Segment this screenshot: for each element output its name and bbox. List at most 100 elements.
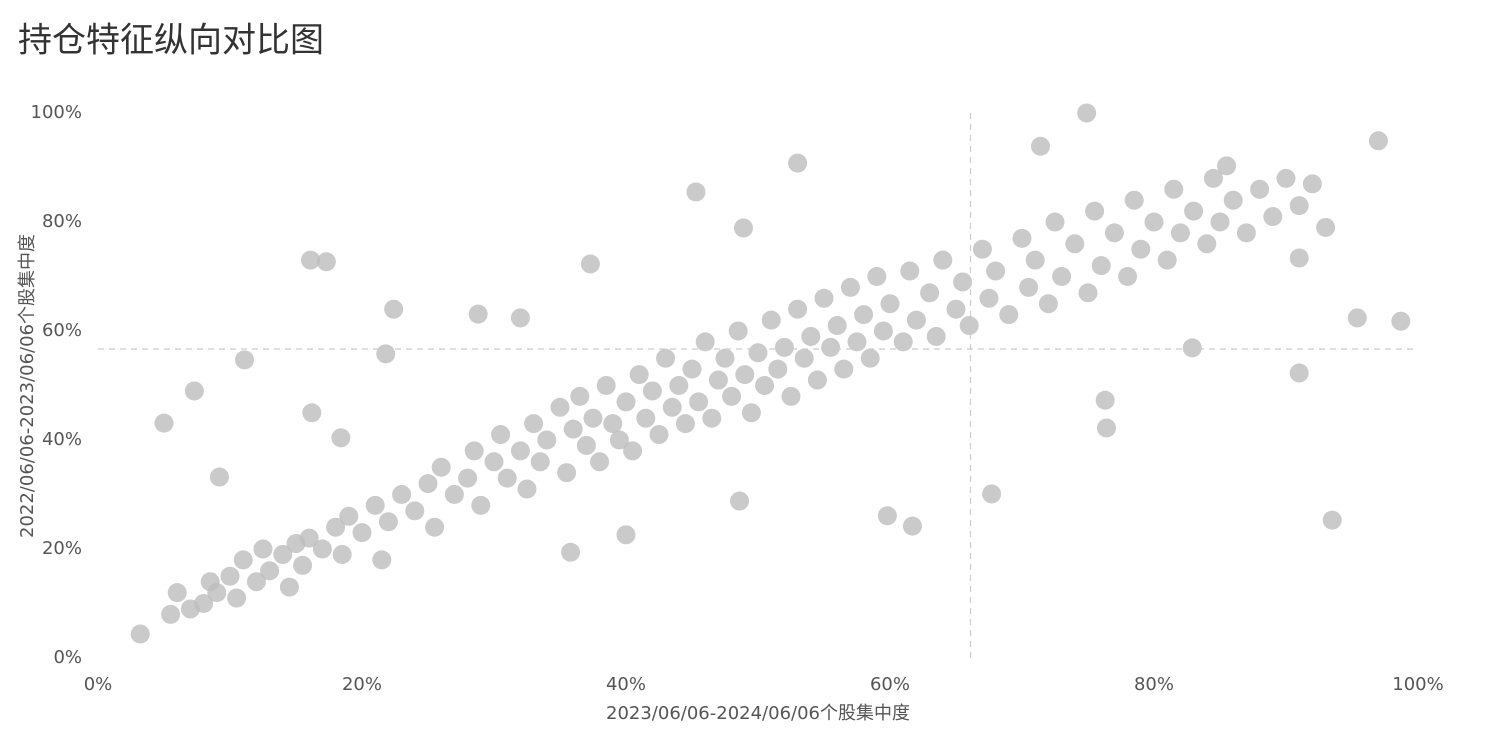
scatter-point bbox=[273, 544, 293, 564]
scatter-point bbox=[154, 413, 174, 433]
scatter-point bbox=[642, 381, 662, 401]
scatter-point bbox=[827, 316, 847, 336]
scatter-point bbox=[906, 310, 926, 330]
scatter-point bbox=[629, 365, 649, 385]
y-tick-label: 100% bbox=[31, 102, 82, 123]
scatter-point bbox=[1217, 156, 1237, 176]
scatter-point bbox=[840, 277, 860, 297]
scatter-point bbox=[1276, 168, 1296, 188]
scatter-point bbox=[1203, 168, 1223, 188]
scatter-point bbox=[233, 550, 253, 570]
scatter-point bbox=[986, 261, 1006, 281]
scatter-point bbox=[877, 506, 897, 526]
scatter-point bbox=[471, 495, 491, 515]
scatter-point bbox=[1104, 223, 1124, 243]
x-tick-label: 20% bbox=[342, 674, 382, 695]
scatter-point bbox=[1118, 267, 1138, 286]
scatter-point bbox=[161, 604, 181, 624]
scatter-point bbox=[1236, 223, 1256, 243]
scatter-point bbox=[609, 430, 629, 450]
scatter-point bbox=[1289, 363, 1309, 383]
scatter-point bbox=[807, 370, 827, 390]
scatter-point bbox=[728, 321, 748, 341]
scatter-point bbox=[616, 392, 636, 412]
scatter-point bbox=[926, 326, 946, 346]
x-tick-label: 0% bbox=[84, 674, 113, 695]
scatter-point bbox=[1263, 207, 1283, 227]
x-tick-label: 60% bbox=[870, 674, 910, 695]
scatter-point bbox=[1316, 217, 1336, 237]
scatter-point bbox=[596, 376, 616, 395]
scatter-point bbox=[1078, 283, 1098, 303]
scatter-point bbox=[933, 250, 953, 270]
scatter-point bbox=[1184, 201, 1204, 221]
scatter-point bbox=[570, 386, 590, 406]
scatter-point bbox=[623, 441, 643, 461]
scatter-point bbox=[431, 457, 451, 477]
scatter-point bbox=[1144, 212, 1164, 232]
scatter-point bbox=[517, 479, 537, 499]
scatter-point bbox=[1164, 179, 1184, 199]
scatter-point bbox=[1182, 338, 1202, 358]
scatter-point bbox=[1045, 212, 1065, 232]
scatter-point bbox=[316, 252, 336, 272]
scatter-point bbox=[537, 430, 557, 450]
scatter-point bbox=[392, 485, 412, 504]
scatter-point bbox=[418, 474, 438, 494]
scatter-point bbox=[636, 408, 656, 428]
scatter-point bbox=[702, 408, 722, 428]
scatter-point bbox=[220, 566, 240, 586]
scatter-point bbox=[695, 332, 715, 352]
scatter-point bbox=[821, 337, 841, 357]
scatter-point bbox=[1131, 239, 1151, 259]
scatter-point bbox=[557, 463, 577, 483]
scatter-point bbox=[530, 452, 550, 472]
scatter-point bbox=[1210, 212, 1230, 232]
scatter-point bbox=[1085, 201, 1105, 221]
scatter-point bbox=[302, 403, 322, 423]
scatter-point bbox=[1025, 250, 1045, 270]
scatter-point bbox=[299, 528, 319, 548]
scatter-point bbox=[207, 583, 227, 603]
scatter-point bbox=[561, 542, 581, 562]
scatter-point bbox=[563, 419, 583, 439]
scatter-point bbox=[260, 561, 280, 581]
scatter-point bbox=[768, 359, 788, 379]
scatter-point bbox=[662, 397, 682, 417]
y-tick-label: 40% bbox=[42, 429, 82, 450]
scatter-point bbox=[227, 588, 247, 608]
scatter-point bbox=[1347, 308, 1367, 328]
scatter-point bbox=[722, 386, 742, 406]
scatter-point bbox=[405, 501, 425, 521]
scatter-point bbox=[774, 337, 794, 357]
scatter-point bbox=[339, 506, 359, 526]
scatter-point bbox=[491, 425, 511, 445]
scatter-point bbox=[854, 305, 874, 325]
scatter-point bbox=[893, 332, 913, 352]
scatter-point bbox=[1289, 248, 1309, 268]
scatter-point bbox=[999, 305, 1019, 325]
scatter-point bbox=[590, 452, 610, 472]
scatter-point bbox=[1170, 223, 1190, 243]
scatter-point bbox=[279, 577, 299, 597]
x-tick-label: 40% bbox=[606, 674, 646, 695]
scatter-point bbox=[425, 517, 445, 537]
chart-title: 持仓特征纵向对比图 bbox=[18, 21, 324, 61]
scatter-point bbox=[1368, 131, 1388, 151]
scatter-point bbox=[524, 414, 544, 434]
scatter-point bbox=[814, 288, 834, 308]
scatter-point bbox=[781, 386, 801, 406]
scatter-point bbox=[1250, 179, 1270, 199]
y-tick-label: 20% bbox=[42, 538, 82, 559]
scatter-point bbox=[730, 491, 750, 511]
scatter-point bbox=[689, 392, 709, 412]
scatter-point bbox=[880, 294, 900, 314]
scatter-point bbox=[649, 425, 669, 445]
scatter-point bbox=[130, 624, 150, 644]
scatter-point bbox=[982, 484, 1002, 504]
scatter-point bbox=[1289, 196, 1309, 216]
scatter-point bbox=[167, 583, 187, 603]
scatter-point bbox=[326, 517, 346, 537]
scatter-point bbox=[510, 441, 530, 461]
